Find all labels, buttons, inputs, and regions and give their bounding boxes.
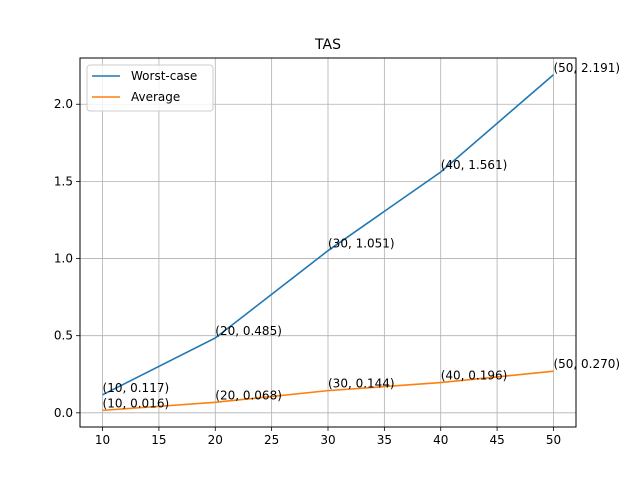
data-label: (10, 0.016) bbox=[103, 396, 170, 410]
data-label: (50, 2.191) bbox=[553, 61, 620, 75]
data-label: (50, 0.270) bbox=[553, 357, 620, 371]
series-line-average bbox=[102, 370, 554, 412]
y-tick-label: 2.0 bbox=[54, 97, 73, 111]
y-tick-label: 1.0 bbox=[54, 252, 73, 266]
data-label: (40, 0.196) bbox=[441, 369, 508, 383]
data-label: (20, 0.485) bbox=[215, 324, 282, 338]
chart-title: TAS bbox=[314, 37, 341, 53]
y-tick-label: 0.5 bbox=[54, 329, 73, 343]
x-tick-label: 10 bbox=[95, 433, 110, 447]
data-label: (20, 0.068) bbox=[215, 388, 282, 402]
legend-label: Worst-case bbox=[131, 69, 197, 83]
grid-lines bbox=[80, 58, 576, 427]
x-tick-label: 20 bbox=[208, 433, 223, 447]
x-tick-label: 15 bbox=[151, 433, 166, 447]
legend-label: Average bbox=[131, 90, 180, 104]
x-tick-label: 30 bbox=[320, 433, 335, 447]
legend: Worst-case Average bbox=[86, 64, 214, 112]
y-tick-label: 1.5 bbox=[54, 174, 73, 188]
x-tick-label: 50 bbox=[546, 433, 561, 447]
data-label: (30, 0.144) bbox=[328, 377, 395, 391]
data-label: (10, 0.117) bbox=[103, 381, 170, 395]
x-tick-label: 40 bbox=[433, 433, 448, 447]
plot-frame bbox=[79, 57, 577, 428]
x-axis-ticks: 10 15 20 25 30 35 40 45 50 bbox=[95, 427, 561, 447]
y-tick-label: 0.0 bbox=[54, 406, 73, 420]
data-label: (30, 1.051) bbox=[328, 237, 395, 251]
x-tick-label: 45 bbox=[489, 433, 504, 447]
y-axis-ticks: 0.0 0.5 1.0 1.5 2.0 bbox=[54, 97, 80, 420]
x-tick-label: 35 bbox=[377, 433, 392, 447]
data-labels: (10, 0.117) (20, 0.485) (30, 1.051) (40, 1.… bbox=[103, 61, 621, 411]
x-tick-label: 25 bbox=[264, 433, 279, 447]
series-line-worst-case bbox=[102, 74, 554, 396]
series-lines bbox=[102, 74, 554, 412]
data-label: (40, 1.561) bbox=[441, 158, 508, 172]
